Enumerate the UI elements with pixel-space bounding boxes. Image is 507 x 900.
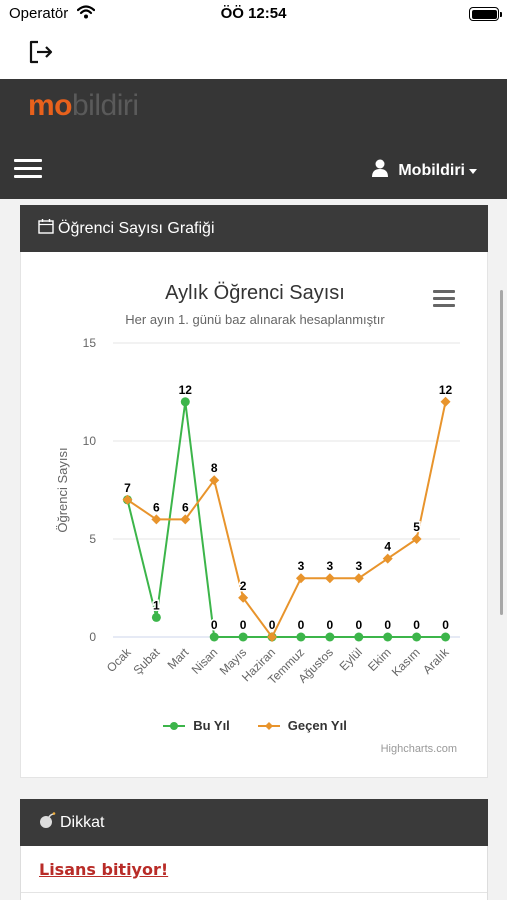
- data-point: [151, 612, 161, 622]
- data-point: [441, 632, 451, 642]
- data-label: 0: [240, 618, 247, 632]
- data-label: 2: [240, 579, 247, 593]
- data-label: 12: [179, 383, 193, 397]
- legend-item-gecen-yil[interactable]: Geçen Yıl: [257, 718, 347, 733]
- data-point: [238, 592, 249, 603]
- battery-tip: [500, 12, 502, 17]
- data-point: [325, 632, 335, 642]
- hamburger-menu-icon[interactable]: [14, 159, 42, 179]
- data-label: 3: [355, 559, 362, 573]
- x-tick-label: Aralık: [420, 645, 452, 677]
- data-point: [122, 494, 133, 505]
- legend-label-bu-yil: Bu Yıl: [193, 718, 230, 733]
- legend-marker-gecen-yil: [257, 721, 280, 730]
- warning-panel-header: Dikkat: [20, 799, 488, 846]
- user-icon: [372, 159, 389, 182]
- data-point: [383, 632, 393, 642]
- data-point: [411, 534, 422, 544]
- series-line-bu-yil: [126, 401, 446, 638]
- data-point: [180, 514, 191, 525]
- data-label: 0: [211, 618, 218, 632]
- data-point: [238, 632, 248, 642]
- data-label: 0: [384, 618, 391, 632]
- clock: ÖÖ 12:54: [220, 5, 287, 22]
- wifi-icon: [76, 5, 96, 24]
- top-navbar: mobildiri Mobildiri: [0, 79, 507, 199]
- data-label: 8: [211, 461, 218, 475]
- carrier-label: Operatör: [9, 5, 69, 22]
- warning-panel-title: Dikkat: [60, 813, 105, 831]
- chart-container: Aylık Öğrenci Sayısı Her ayın 1. günü ba…: [20, 252, 488, 778]
- x-tick-label: Nisan: [189, 645, 221, 677]
- data-label: 0: [327, 618, 334, 632]
- x-tick-label: Şubat: [130, 645, 163, 678]
- data-label: 0: [413, 618, 420, 632]
- brand-logo[interactable]: mobildiri: [28, 89, 139, 122]
- chart-legend: Bu Yıl Geçen Yıl: [21, 718, 489, 733]
- y-tick-label: 5: [89, 532, 96, 546]
- chevron-down-icon: [469, 169, 477, 174]
- data-point: [209, 632, 219, 642]
- data-label: 12: [439, 383, 453, 397]
- chart-export-menu-icon[interactable]: [433, 290, 455, 307]
- data-point: [295, 573, 306, 584]
- data-point: [267, 632, 278, 642]
- data-label: 0: [298, 618, 305, 632]
- chart-credits[interactable]: Highcharts.com: [380, 743, 457, 755]
- legend-marker-bu-yil: [163, 721, 186, 730]
- data-point: [180, 397, 190, 407]
- data-label: 0: [442, 618, 449, 632]
- data-label: 3: [327, 559, 334, 573]
- user-menu-dropdown[interactable]: Mobildiri: [372, 159, 477, 182]
- chart-title: Aylık Öğrenci Sayısı: [165, 282, 345, 304]
- x-tick-label: Kasım: [389, 645, 423, 679]
- data-point: [296, 632, 306, 642]
- data-label: 0: [355, 618, 362, 632]
- data-point: [354, 632, 364, 642]
- chart-subtitle: Her ayın 1. günü baz alınarak hesaplanmı…: [125, 312, 385, 327]
- y-tick-label: 10: [83, 434, 97, 448]
- series-line-gecen-yil: [126, 401, 447, 639]
- data-label: 1: [153, 598, 160, 612]
- x-tick-label: Mart: [165, 645, 192, 672]
- y-tick-label: 15: [83, 336, 97, 350]
- user-name: Mobildiri: [398, 161, 465, 179]
- data-point: [324, 573, 335, 584]
- calendar-icon: [38, 218, 54, 239]
- chart-panel-title: Öğrenci Sayısı Grafiği: [58, 219, 215, 237]
- data-point: [412, 632, 422, 642]
- x-tick-label: Ocak: [104, 645, 134, 675]
- bomb-icon: [38, 811, 56, 834]
- x-tick-label: Eylül: [337, 645, 365, 673]
- scrollbar[interactable]: [500, 290, 503, 615]
- y-axis-title: Öğrenci Sayısı: [55, 447, 70, 532]
- data-point: [440, 396, 451, 407]
- data-label: 3: [298, 559, 305, 573]
- chart-panel-header: Öğrenci Sayısı Grafiği: [20, 205, 488, 252]
- license-expiring-link[interactable]: Lisans bitiyor!: [39, 860, 169, 879]
- data-label: 4: [384, 540, 391, 554]
- divider: [21, 892, 487, 893]
- data-point: [151, 514, 162, 525]
- data-point: [209, 475, 220, 486]
- legend-item-bu-yil[interactable]: Bu Yıl: [163, 718, 230, 733]
- y-tick-label: 0: [89, 630, 96, 644]
- data-label: 7: [124, 481, 131, 495]
- data-point: [382, 553, 393, 564]
- data-label: 5: [413, 520, 420, 534]
- status-bar: Operatör ÖÖ 12:54: [0, 0, 507, 28]
- warning-panel-body: Lisans bitiyor!: [20, 846, 488, 900]
- battery-icon: [469, 7, 499, 21]
- data-label: 6: [182, 500, 189, 514]
- logout-icon[interactable]: [28, 40, 54, 69]
- data-label: 6: [153, 500, 160, 514]
- legend-label-gecen-yil: Geçen Yıl: [287, 718, 347, 733]
- data-point: [353, 573, 364, 584]
- data-label: 0: [269, 618, 276, 632]
